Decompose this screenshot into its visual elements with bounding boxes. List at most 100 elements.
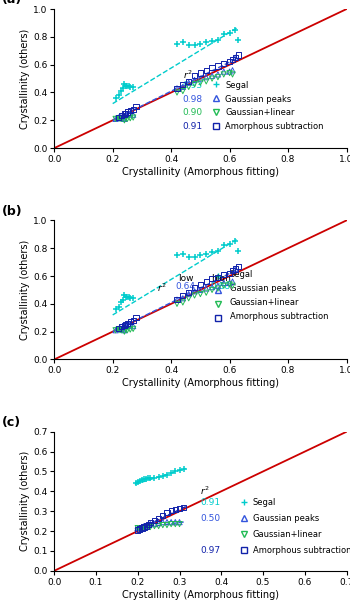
Point <box>137 524 143 534</box>
Point <box>174 295 180 304</box>
Point <box>121 79 127 89</box>
Point <box>127 109 133 118</box>
Point <box>197 289 203 299</box>
Point <box>123 81 129 91</box>
Point <box>236 262 241 271</box>
Point <box>227 57 232 66</box>
Point <box>209 74 215 83</box>
Point <box>127 82 133 92</box>
Point <box>130 321 136 331</box>
Point <box>227 278 232 288</box>
Point <box>186 288 191 298</box>
Text: 0.91: 0.91 <box>183 123 203 132</box>
Text: low: low <box>178 274 194 283</box>
Point <box>215 35 221 45</box>
Point <box>130 316 136 326</box>
Point <box>233 25 238 35</box>
Point <box>203 277 209 286</box>
Text: (b): (b) <box>2 205 22 217</box>
Text: $r^2$: $r^2$ <box>183 69 193 82</box>
Text: Amorphous subtraction: Amorphous subtraction <box>230 312 328 321</box>
Point <box>123 320 129 330</box>
Point <box>125 107 130 117</box>
Point <box>152 515 157 525</box>
Point <box>186 40 191 50</box>
Point <box>192 75 197 85</box>
Point <box>233 264 238 274</box>
Point <box>119 111 124 120</box>
Point <box>221 59 226 68</box>
Point <box>192 40 197 50</box>
Text: Amorphous subtraction: Amorphous subtraction <box>253 546 350 555</box>
Point <box>116 114 121 123</box>
Point <box>139 524 145 534</box>
Point <box>215 272 221 282</box>
Point <box>215 284 221 294</box>
Text: Gaussian+linear: Gaussian+linear <box>225 109 295 117</box>
Point <box>215 69 221 79</box>
Text: 0.98: 0.98 <box>183 95 203 103</box>
X-axis label: Crystallinity (Amorphous fitting): Crystallinity (Amorphous fitting) <box>122 590 279 600</box>
Point <box>130 113 136 123</box>
Point <box>203 284 209 294</box>
Point <box>181 464 187 474</box>
Point <box>119 114 124 124</box>
Point <box>230 277 235 286</box>
Point <box>215 246 221 256</box>
Point <box>121 115 127 125</box>
Point <box>209 63 215 72</box>
Point <box>180 37 186 47</box>
Point <box>192 79 197 89</box>
Point <box>186 78 191 88</box>
Point <box>197 250 203 260</box>
Point <box>160 517 166 527</box>
Point <box>186 82 191 92</box>
Point <box>125 110 130 120</box>
Text: (c): (c) <box>2 416 21 429</box>
X-axis label: Crystallinity (Amorphous fitting): Crystallinity (Amorphous fitting) <box>122 167 279 177</box>
Point <box>164 517 170 527</box>
Point <box>130 324 136 333</box>
Point <box>164 507 170 517</box>
Text: 0.97: 0.97 <box>200 546 220 555</box>
Point <box>230 54 235 64</box>
Point <box>123 109 129 118</box>
Point <box>119 113 124 123</box>
Point <box>227 268 232 278</box>
Point <box>139 523 145 533</box>
Point <box>174 39 180 49</box>
Point <box>147 517 153 527</box>
Point <box>227 239 232 249</box>
Point <box>221 281 226 291</box>
Text: $r^2$: $r^2$ <box>156 281 166 294</box>
Point <box>180 82 186 92</box>
Point <box>180 298 186 307</box>
Point <box>203 249 209 259</box>
Point <box>123 292 129 302</box>
Point <box>117 112 123 121</box>
Point <box>233 53 238 63</box>
Text: (a): (a) <box>2 0 22 6</box>
Point <box>186 294 191 303</box>
Point <box>192 282 197 292</box>
Point <box>137 523 143 533</box>
Point <box>120 295 126 304</box>
Point <box>117 326 123 335</box>
Point <box>152 521 157 531</box>
Point <box>180 249 186 259</box>
Point <box>127 114 133 123</box>
Point <box>116 324 121 333</box>
Point <box>126 81 132 91</box>
Point <box>227 68 232 78</box>
Text: Gaussian+linear: Gaussian+linear <box>253 530 322 539</box>
Point <box>168 469 174 478</box>
Point <box>156 472 161 482</box>
Point <box>160 472 166 481</box>
Point <box>135 478 141 487</box>
Text: 0.88: 0.88 <box>211 281 231 291</box>
Point <box>123 110 129 120</box>
Point <box>197 68 203 78</box>
Point <box>135 525 141 535</box>
Point <box>123 325 129 335</box>
Point <box>209 71 215 80</box>
